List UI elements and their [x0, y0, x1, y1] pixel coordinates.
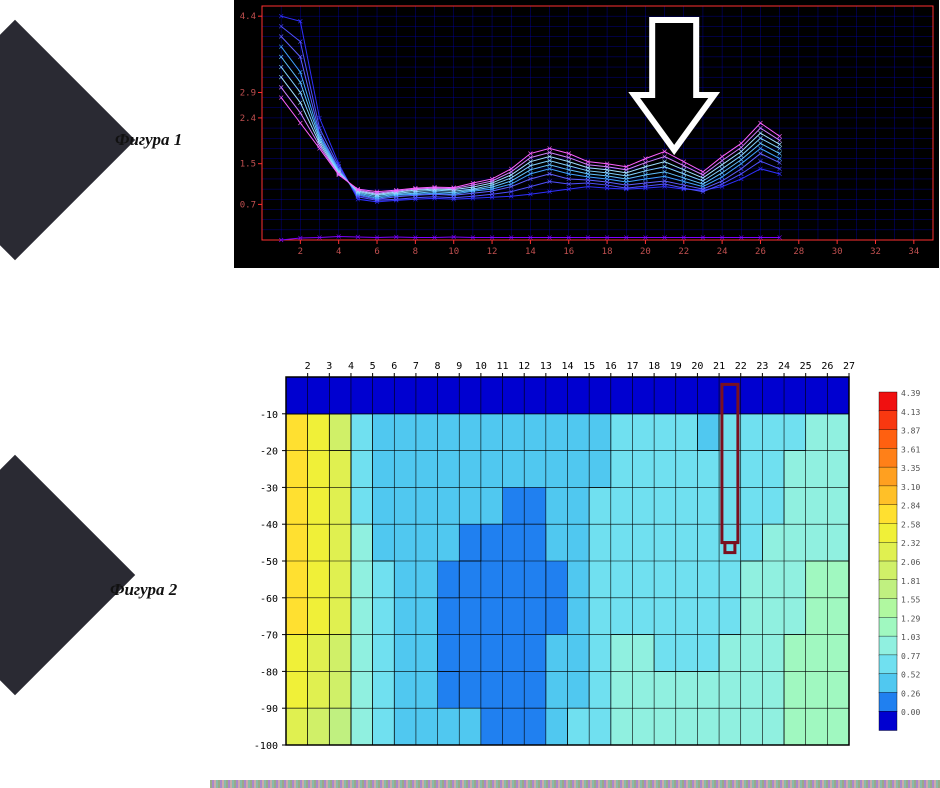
svg-text:1.81: 1.81 [901, 577, 920, 586]
svg-text:1.55: 1.55 [901, 596, 920, 605]
page: { "labels": { "fig1": "Фигура 1", "fig2"… [0, 0, 940, 788]
svg-text:-20: -20 [260, 447, 278, 458]
svg-text:4.39: 4.39 [901, 389, 920, 398]
svg-text:2.58: 2.58 [901, 520, 920, 529]
svg-text:2: 2 [298, 247, 303, 257]
svg-text:3.35: 3.35 [901, 464, 920, 473]
svg-text:0.26: 0.26 [901, 689, 920, 698]
svg-text:20: 20 [691, 361, 703, 372]
svg-text:32: 32 [870, 247, 881, 257]
svg-text:19: 19 [670, 361, 682, 372]
svg-text:-60: -60 [260, 594, 278, 605]
svg-text:-50: -50 [260, 557, 278, 568]
svg-text:12: 12 [518, 361, 530, 372]
svg-text:-40: -40 [260, 520, 278, 531]
footer-noise-bar [210, 780, 940, 788]
svg-text:17: 17 [626, 361, 638, 372]
svg-text:3.87: 3.87 [901, 427, 920, 436]
svg-text:0.00: 0.00 [901, 708, 920, 717]
svg-text:8: 8 [435, 361, 441, 372]
svg-text:14: 14 [525, 247, 536, 257]
svg-text:16: 16 [605, 361, 617, 372]
svg-text:-100: -100 [254, 741, 278, 752]
svg-text:-10: -10 [260, 410, 278, 421]
svg-text:-30: -30 [260, 483, 278, 494]
svg-text:10: 10 [448, 247, 459, 257]
svg-text:3: 3 [326, 361, 332, 372]
svg-text:22: 22 [735, 361, 747, 372]
svg-text:14: 14 [561, 361, 573, 372]
svg-text:16: 16 [563, 247, 574, 257]
svg-text:1.5: 1.5 [240, 160, 256, 170]
svg-text:12: 12 [487, 247, 498, 257]
svg-text:2.32: 2.32 [901, 539, 920, 548]
svg-text:-80: -80 [260, 667, 278, 678]
svg-text:34: 34 [908, 247, 919, 257]
svg-text:2.84: 2.84 [901, 502, 920, 511]
svg-text:13: 13 [540, 361, 552, 372]
svg-text:8: 8 [413, 247, 418, 257]
chart-1: 2468101214161820222426283032340.71.52.42… [234, 0, 939, 268]
svg-text:0.52: 0.52 [901, 671, 920, 680]
svg-text:0.7: 0.7 [240, 200, 256, 210]
svg-text:22: 22 [678, 247, 689, 257]
svg-text:23: 23 [756, 361, 768, 372]
svg-text:30: 30 [832, 247, 843, 257]
svg-text:-70: -70 [260, 631, 278, 642]
svg-text:-90: -90 [260, 704, 278, 715]
svg-text:1.03: 1.03 [901, 633, 920, 642]
svg-text:21: 21 [713, 361, 725, 372]
svg-text:1.29: 1.29 [901, 614, 920, 623]
svg-text:11: 11 [497, 361, 509, 372]
svg-text:2.9: 2.9 [240, 88, 256, 98]
svg-text:3.61: 3.61 [901, 445, 920, 454]
svg-text:4.4: 4.4 [240, 12, 256, 22]
svg-text:2.4: 2.4 [240, 114, 256, 124]
svg-text:7: 7 [413, 361, 419, 372]
svg-text:10: 10 [475, 361, 487, 372]
svg-text:27: 27 [843, 361, 855, 372]
svg-text:4.13: 4.13 [901, 408, 920, 417]
svg-text:15: 15 [583, 361, 595, 372]
svg-text:26: 26 [821, 361, 833, 372]
chart-2: 2345678910111213141516171819202122232425… [234, 355, 939, 755]
svg-text:18: 18 [648, 361, 660, 372]
svg-text:5: 5 [370, 361, 376, 372]
svg-text:26: 26 [755, 247, 766, 257]
svg-text:2: 2 [305, 361, 311, 372]
svg-text:20: 20 [640, 247, 651, 257]
svg-text:0.77: 0.77 [901, 652, 920, 661]
svg-text:6: 6 [391, 361, 397, 372]
svg-text:28: 28 [793, 247, 804, 257]
svg-text:3.10: 3.10 [901, 483, 920, 492]
svg-text:24: 24 [778, 361, 790, 372]
svg-text:18: 18 [602, 247, 613, 257]
svg-text:4: 4 [348, 361, 354, 372]
figure-1-label: Фигура 1 [115, 130, 182, 150]
svg-text:4: 4 [336, 247, 341, 257]
figure-2-label: Фигура 2 [110, 580, 177, 600]
svg-text:2.06: 2.06 [901, 558, 920, 567]
svg-text:25: 25 [800, 361, 812, 372]
svg-text:9: 9 [456, 361, 462, 372]
svg-text:6: 6 [374, 247, 379, 257]
svg-text:24: 24 [717, 247, 728, 257]
chevron-2 [0, 455, 135, 695]
